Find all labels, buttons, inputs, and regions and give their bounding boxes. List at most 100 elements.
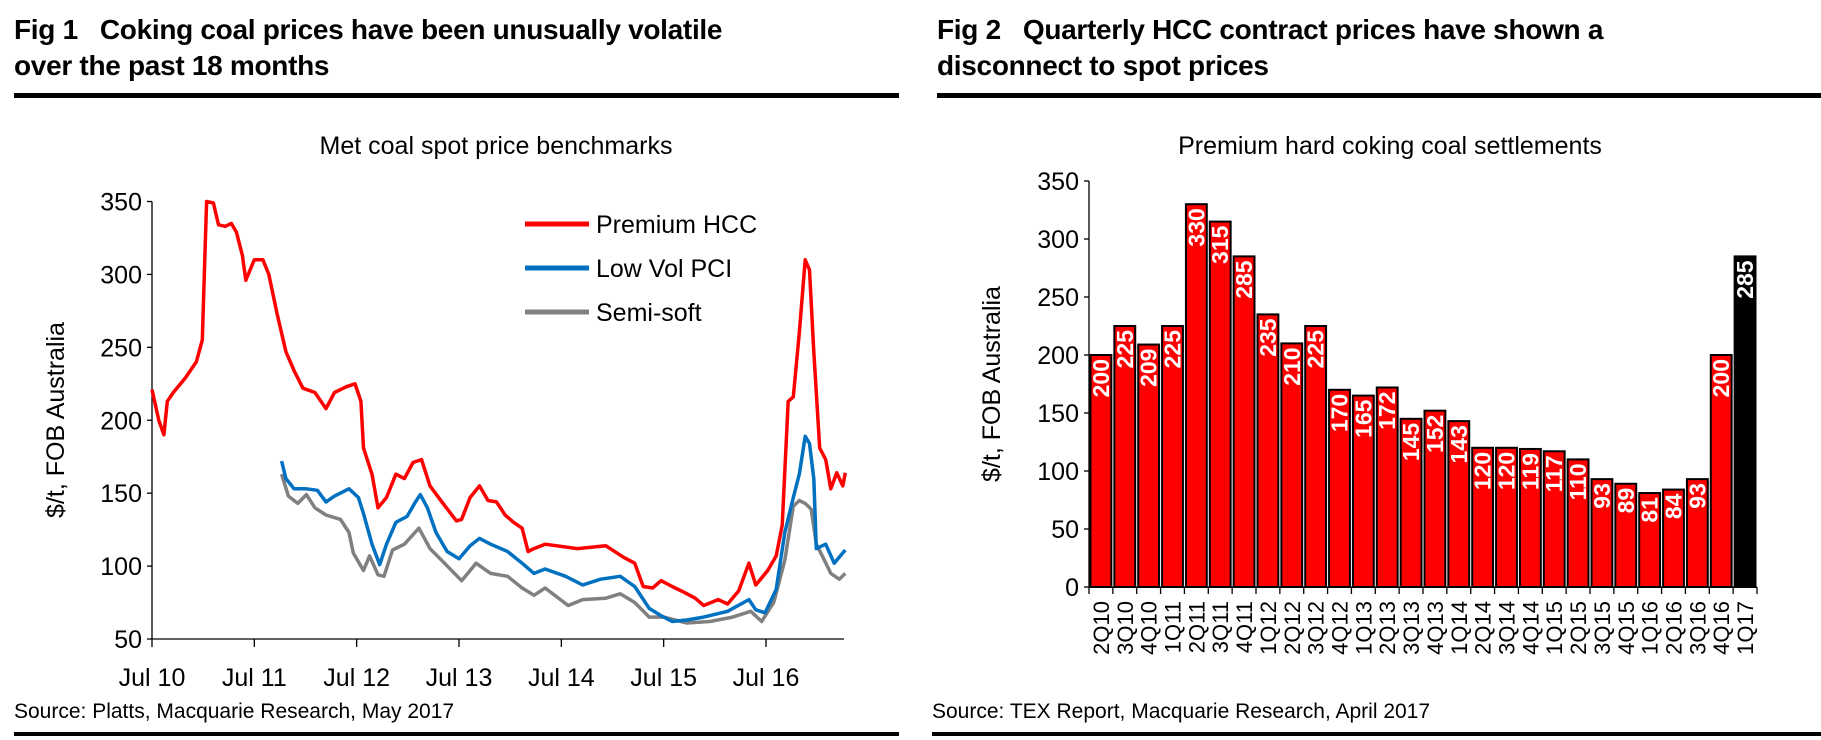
fig1-title-rule	[14, 93, 899, 98]
bar-data-label: 120	[1470, 452, 1496, 490]
x-tick-label: 3Q11	[1208, 601, 1233, 653]
x-tick-label: 1Q16	[1638, 601, 1663, 655]
x-tick-label: 3Q15	[1590, 601, 1615, 655]
y-tick-label: 200	[1037, 342, 1079, 370]
y-tick-label: 150	[100, 480, 142, 508]
legend-label: Semi-soft	[596, 299, 702, 327]
bar-data-label: 89	[1613, 488, 1639, 514]
y-tick-label: 250	[100, 334, 142, 362]
bar-data-label: 93	[1589, 483, 1615, 509]
x-tick-label: 3Q14	[1495, 601, 1520, 655]
x-tick-label: 1Q11	[1161, 601, 1186, 653]
x-tick-label: 3Q16	[1685, 601, 1710, 655]
bar-data-label: 110	[1565, 463, 1591, 500]
y-tick-label: 350	[1037, 168, 1079, 196]
bar-data-label: 210	[1279, 347, 1305, 385]
bar-data-label: 84	[1661, 493, 1687, 519]
fig1-y-axis-label: $/t, FOB Australia	[42, 322, 70, 518]
y-tick-label: 100	[100, 553, 142, 581]
x-tick-label: 1Q17	[1733, 601, 1758, 655]
fig1-title-line1: Coking coal prices have been unusually v…	[99, 14, 723, 45]
fig2-title-line2: disconnect to spot prices	[937, 50, 1269, 81]
fig1-title: Fig 1 Coking coal prices have been unusua…	[14, 12, 722, 84]
y-tick-label: 300	[1037, 226, 1079, 254]
fig1-number: Fig 1	[14, 14, 78, 45]
x-tick-label: 3Q10	[1113, 601, 1138, 655]
y-tick-label: 300	[100, 261, 142, 289]
x-tick-label: 3Q13	[1399, 601, 1424, 655]
fig1-source: Source: Platts, Macquarie Research, May …	[14, 700, 455, 723]
bar	[1208, 220, 1232, 588]
y-tick-label: 250	[1037, 284, 1079, 312]
x-tick-label: 1Q13	[1351, 601, 1376, 655]
x-tick-label: 4Q10	[1137, 601, 1162, 655]
x-tick-label: 1Q12	[1256, 601, 1281, 655]
x-tick-label: Jul 13	[426, 664, 493, 692]
bar-data-label: 225	[1112, 330, 1138, 369]
bar-data-label: 200	[1708, 359, 1734, 397]
bar	[1733, 255, 1757, 588]
x-tick-label: Jul 15	[630, 664, 697, 692]
fig2-chart-title: Premium hard coking coal settlements	[1178, 132, 1602, 160]
x-tick-label: 2Q13	[1375, 601, 1400, 655]
x-tick-label: 2Q11	[1184, 601, 1209, 653]
x-tick-label: 4Q14	[1518, 601, 1543, 655]
x-tick-label: 2Q14	[1471, 601, 1496, 655]
y-tick-label: 350	[100, 189, 142, 217]
bar-data-label: 285	[1732, 260, 1758, 299]
series-line-semi-soft	[279, 473, 847, 625]
x-tick-label: Jul 11	[222, 664, 287, 692]
fig1-title-line2: over the past 18 months	[14, 50, 330, 81]
bar-data-label: 81	[1637, 497, 1663, 523]
bar-data-label: 165	[1350, 399, 1376, 438]
fig2-y-axis-label: $/t, FOB Australia	[978, 286, 1006, 482]
series-line-premium-hcc	[150, 199, 848, 608]
legend-label: Premium HCC	[596, 211, 757, 239]
x-tick-label: 2Q10	[1089, 601, 1114, 655]
x-tick-label: 1Q15	[1542, 601, 1567, 655]
fig1-bottom-rule	[14, 732, 899, 736]
fig2-title-line1: Quarterly HCC contract prices have shown…	[1022, 14, 1604, 45]
x-tick-label: 3Q12	[1304, 601, 1329, 655]
y-tick-label: 50	[114, 626, 142, 654]
bar-data-label: 143	[1446, 425, 1472, 463]
fig2-source: Source: TEX Report, Macquarie Research, …	[932, 700, 1431, 723]
x-tick-label: Jul 12	[323, 664, 390, 692]
x-tick-label: 1Q14	[1447, 601, 1472, 655]
bar-data-label: 315	[1207, 225, 1233, 264]
x-tick-label: 4Q15	[1614, 601, 1639, 655]
x-tick-label: Jul 10	[119, 664, 186, 692]
bar-data-label: 330	[1183, 208, 1209, 246]
y-tick-label: 200	[100, 407, 142, 435]
legend-label: Low Vol PCI	[596, 255, 732, 283]
bar-data-label: 285	[1231, 260, 1257, 299]
bar-chart: 0 50 100 150 200 250 300 350 200 2Q10 225 3Q10 209 4Q…	[1037, 168, 1758, 655]
bar-data-label: 117	[1541, 455, 1567, 492]
bar-data-label: 172	[1374, 391, 1400, 429]
fig1-chart-title: Met coal spot price benchmarks	[320, 132, 673, 160]
bar-data-label: 200	[1088, 359, 1114, 397]
x-tick-label: 2Q15	[1566, 601, 1591, 655]
x-tick-label: 4Q16	[1709, 601, 1734, 655]
bar-data-label: 120	[1494, 452, 1520, 490]
x-tick-label: Jul 14	[528, 664, 595, 692]
y-tick-label: 100	[1037, 458, 1079, 486]
y-tick-label: 50	[1051, 516, 1079, 544]
x-tick-label: 4Q12	[1328, 601, 1353, 655]
bar-data-label: 170	[1327, 394, 1353, 432]
bar	[1184, 203, 1208, 588]
x-tick-label: 2Q16	[1662, 601, 1687, 655]
fig2-title: Fig 2 Quarterly HCC contract prices have …	[937, 12, 1603, 84]
bar-data-label: 209	[1136, 349, 1162, 387]
x-tick-label: 2Q12	[1280, 601, 1305, 655]
bar-data-label: 225	[1160, 330, 1186, 369]
bar-data-label: 145	[1398, 423, 1424, 462]
line-chart: 50 100 150 200 250 300 350 Jul 10 Jul 11 Jul 12 Ju…	[100, 189, 848, 692]
series-line-low-vol-pci	[279, 434, 847, 624]
fig2-title-rule	[937, 93, 1821, 98]
bar-data-label: 235	[1255, 318, 1281, 357]
bar-data-label: 93	[1684, 483, 1710, 509]
bar-data-label: 152	[1422, 415, 1448, 453]
y-tick-label: 0	[1065, 574, 1079, 602]
